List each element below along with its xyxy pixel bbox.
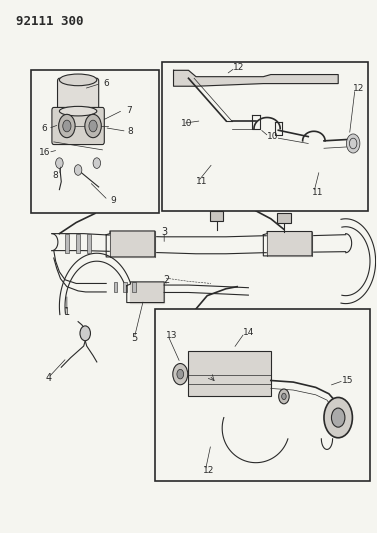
Text: 7: 7 — [126, 106, 132, 115]
Ellipse shape — [60, 107, 97, 116]
Text: 1: 1 — [64, 306, 70, 317]
Circle shape — [74, 165, 82, 175]
Circle shape — [173, 364, 188, 385]
Text: 6: 6 — [103, 79, 109, 88]
Text: 12: 12 — [353, 84, 365, 93]
Polygon shape — [267, 231, 312, 256]
Text: 3: 3 — [161, 227, 167, 237]
Circle shape — [59, 114, 75, 138]
Bar — [87, 233, 91, 253]
Polygon shape — [130, 282, 164, 303]
Text: 2: 2 — [163, 274, 169, 285]
Bar — [210, 211, 223, 221]
Text: 10: 10 — [181, 119, 192, 128]
Bar — [31, 70, 159, 214]
Text: 92111 300: 92111 300 — [16, 14, 84, 28]
Text: 13: 13 — [166, 331, 178, 340]
Circle shape — [93, 158, 101, 168]
Text: 11: 11 — [196, 177, 207, 186]
FancyBboxPatch shape — [58, 78, 99, 113]
Text: 14: 14 — [243, 328, 254, 337]
Circle shape — [85, 114, 101, 138]
Bar — [188, 351, 271, 397]
Text: 12: 12 — [233, 63, 245, 72]
Text: 5: 5 — [131, 333, 137, 343]
Text: 10: 10 — [267, 132, 279, 141]
Ellipse shape — [60, 74, 97, 86]
Bar — [76, 233, 80, 253]
Circle shape — [282, 393, 286, 400]
Text: 8: 8 — [128, 127, 133, 136]
Bar — [277, 214, 291, 223]
Bar — [162, 62, 368, 211]
Circle shape — [63, 120, 71, 132]
Text: 16: 16 — [39, 148, 50, 157]
Text: 9: 9 — [111, 196, 116, 205]
Polygon shape — [173, 70, 338, 86]
Circle shape — [349, 138, 357, 149]
Text: 15: 15 — [342, 376, 353, 385]
Text: 4: 4 — [45, 373, 51, 383]
Circle shape — [177, 369, 184, 379]
Circle shape — [56, 158, 63, 168]
Circle shape — [89, 120, 97, 132]
Bar — [113, 282, 117, 292]
Text: 11: 11 — [312, 188, 323, 197]
Text: 6: 6 — [41, 124, 47, 133]
Bar — [65, 233, 69, 253]
Bar — [123, 282, 127, 292]
Text: 8: 8 — [53, 171, 58, 180]
Circle shape — [279, 389, 289, 404]
FancyBboxPatch shape — [52, 108, 104, 144]
Circle shape — [346, 134, 360, 153]
Text: 12: 12 — [204, 466, 215, 475]
Circle shape — [331, 408, 345, 427]
Polygon shape — [110, 231, 155, 257]
Bar — [132, 282, 136, 292]
Bar — [155, 309, 370, 481]
Circle shape — [80, 326, 90, 341]
Circle shape — [324, 398, 352, 438]
